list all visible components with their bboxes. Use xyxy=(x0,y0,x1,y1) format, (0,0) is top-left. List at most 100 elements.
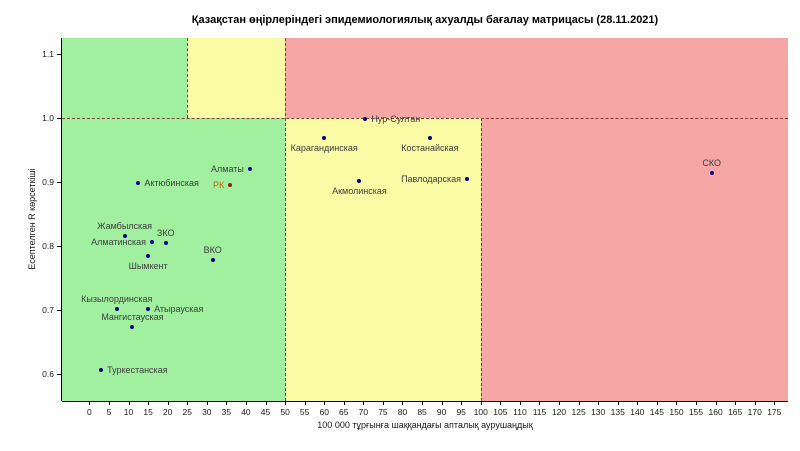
x-tick-label: 130 xyxy=(591,407,606,417)
y-axis-label: Есептелген R көрсеткіші xyxy=(27,168,37,270)
data-point xyxy=(357,179,362,184)
x-tick xyxy=(206,401,208,405)
data-point-label: ЗКО xyxy=(156,227,175,238)
threshold-line-incidence-100-low xyxy=(480,118,482,401)
y-tick-label: 1.0 xyxy=(42,113,54,124)
y-tick xyxy=(57,118,61,120)
data-point xyxy=(146,254,151,259)
x-tick-label: 30 xyxy=(202,407,212,417)
x-tick xyxy=(382,401,384,405)
x-tick-label: 55 xyxy=(299,407,310,417)
threshold-line-r-equals-1 xyxy=(62,118,788,120)
zone-green-bottom xyxy=(62,118,286,401)
x-tick xyxy=(578,401,580,405)
data-point-label: СКО xyxy=(702,158,721,169)
data-point xyxy=(146,307,151,312)
zone-yellow-top xyxy=(187,38,286,119)
x-tick xyxy=(108,401,110,405)
x-tick-label: 100 xyxy=(473,407,488,417)
x-tick-label: 170 xyxy=(747,407,762,417)
data-point-label: РК xyxy=(213,180,225,191)
data-point xyxy=(363,116,368,121)
data-point xyxy=(465,176,470,181)
x-tick-label: 145 xyxy=(649,407,664,417)
y-tick xyxy=(57,182,61,184)
x-tick xyxy=(245,401,247,405)
data-point-label: Атырауская xyxy=(154,304,204,315)
y-tick-label: 1.1 xyxy=(42,49,54,59)
x-tick-label: 155 xyxy=(688,407,704,417)
x-tick xyxy=(539,401,541,405)
x-axis-label: 100 000 тұрғынға шаққандағы апталық ауру… xyxy=(317,420,533,430)
x-tick xyxy=(754,401,756,405)
x-tick xyxy=(89,401,91,405)
data-point xyxy=(228,183,233,188)
data-point-label: Павлодарская xyxy=(401,173,462,184)
y-tick-label: 0.8 xyxy=(42,241,54,252)
x-tick xyxy=(187,401,189,405)
x-tick xyxy=(715,401,717,405)
x-tick-label: 160 xyxy=(708,407,723,417)
data-point xyxy=(210,258,215,263)
x-tick-label: 140 xyxy=(630,407,645,417)
y-axis xyxy=(61,38,62,401)
x-axis xyxy=(62,401,788,402)
x-tick-label: 105 xyxy=(493,407,508,417)
x-tick-label: 80 xyxy=(397,407,408,417)
data-point xyxy=(322,135,327,140)
y-tick xyxy=(57,54,61,55)
x-tick xyxy=(676,401,678,405)
data-point-label: Карагандинская xyxy=(290,142,358,153)
x-tick xyxy=(598,401,600,405)
x-tick xyxy=(402,401,404,405)
x-tick xyxy=(656,401,658,405)
data-point-label: Нур-Султан xyxy=(371,113,421,124)
data-point-label: Туркестанская xyxy=(107,365,168,376)
x-tick xyxy=(285,401,287,405)
x-tick-label: 75 xyxy=(378,407,388,417)
x-tick-label: 15 xyxy=(143,407,153,417)
x-tick-label: 70 xyxy=(358,407,369,417)
data-point-label: Акмолинская xyxy=(332,186,387,197)
x-tick-label: 40 xyxy=(241,407,251,417)
x-tick-label: 115 xyxy=(532,407,547,417)
x-tick-label: 5 xyxy=(106,407,112,417)
data-point xyxy=(163,240,168,245)
x-tick-label: 60 xyxy=(319,407,329,417)
x-tick xyxy=(324,401,326,405)
y-tick xyxy=(57,374,61,376)
data-point xyxy=(709,171,714,176)
data-point-label: Жамбылская xyxy=(97,220,153,231)
data-point-label: ВКО xyxy=(203,245,222,256)
x-tick xyxy=(128,401,130,405)
x-tick-label: 125 xyxy=(571,407,586,417)
threshold-line-incidence-50-full xyxy=(285,38,287,401)
x-tick xyxy=(461,401,463,405)
zone-yellow-bottom xyxy=(285,118,481,401)
y-tick-label: 0.7 xyxy=(42,305,54,316)
x-tick-label: 95 xyxy=(456,407,466,417)
chart-title: Қазақстан өңірлеріндегі эпидемиологиялық… xyxy=(191,14,659,26)
data-point-label: Алматы xyxy=(211,163,244,174)
data-point-label: Актюбинская xyxy=(144,178,199,189)
zone-red-top xyxy=(285,38,788,119)
y-tick xyxy=(57,310,61,312)
y-tick-label: 0.9 xyxy=(42,177,54,188)
data-point xyxy=(99,368,104,373)
x-tick-label: 45 xyxy=(260,407,271,417)
x-tick-label: 65 xyxy=(339,407,349,417)
data-point-label: Алматинская xyxy=(91,237,147,248)
data-point-label: Мангистауская xyxy=(101,312,164,323)
data-point xyxy=(427,135,432,140)
y-tick-label: 0.6 xyxy=(42,369,54,380)
x-tick xyxy=(519,401,521,405)
x-tick-label: 10 xyxy=(123,407,134,417)
data-point xyxy=(150,240,155,245)
x-tick xyxy=(696,401,698,405)
data-point-label: Кызылординская xyxy=(81,293,153,304)
x-tick-label: 20 xyxy=(162,407,173,417)
threshold-line-incidence-25-top xyxy=(187,38,189,119)
x-tick xyxy=(265,401,267,405)
